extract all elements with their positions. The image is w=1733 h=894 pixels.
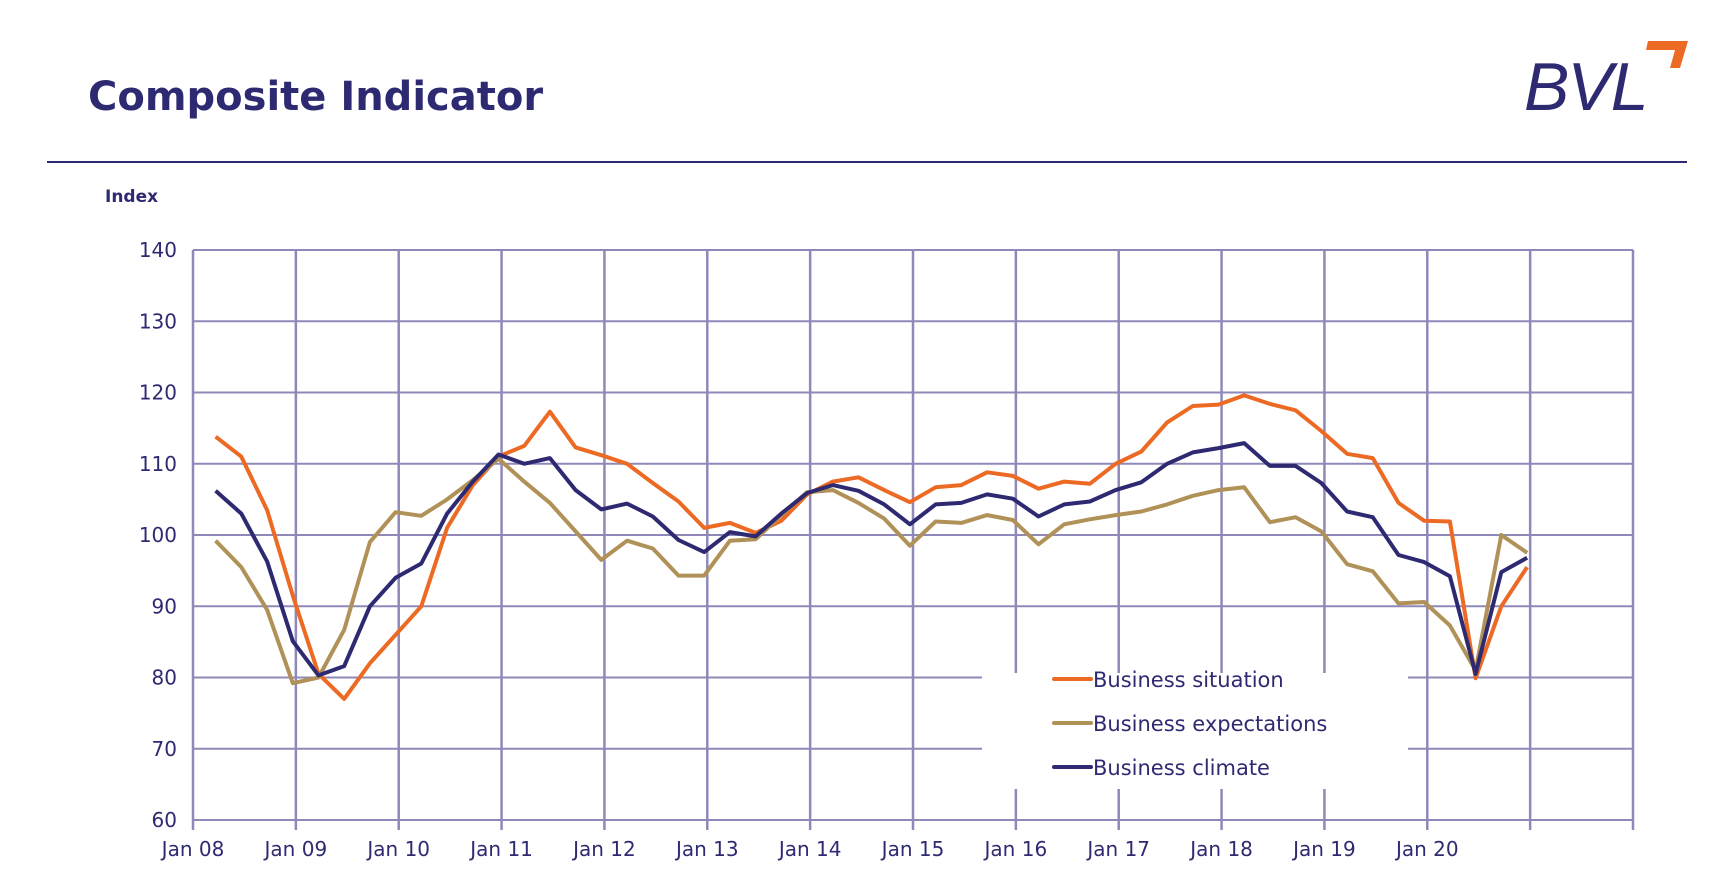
x-tick-label: Jan 16 (983, 837, 1048, 861)
y-tick-label: 70 (152, 737, 177, 761)
page-title: Composite Indicator (88, 74, 544, 120)
y-tick-label: 100 (139, 523, 177, 547)
legend-label: Business situation (1093, 668, 1284, 692)
series-line-business-expectations (214, 456, 1529, 686)
x-tick-label: Jan 09 (263, 837, 328, 861)
x-tick-label: Jan 13 (674, 837, 739, 861)
x-tick-label: Jan 18 (1188, 837, 1253, 861)
x-tick-label: Jan 20 (1394, 837, 1459, 861)
x-tick-label: Jan 17 (1085, 837, 1150, 861)
y-tick-label: 60 (152, 808, 177, 832)
legend-box (982, 673, 1408, 789)
x-tick-label: Jan 19 (1291, 837, 1356, 861)
series-line-business-climate (214, 441, 1529, 678)
x-tick-label: Jan 12 (571, 837, 636, 861)
y-tick-label: 120 (139, 381, 177, 405)
x-tick-label: Jan 11 (468, 837, 533, 861)
y-tick-label: 140 (139, 238, 177, 262)
x-tick-label: Jan 10 (365, 837, 430, 861)
x-tick-label: Jan 08 (160, 837, 225, 861)
legend-label: Business climate (1093, 756, 1270, 780)
bvl-logo: BVL (1520, 38, 1690, 125)
x-tick-label: Jan 14 (777, 837, 842, 861)
y-tick-label: 80 (152, 666, 177, 690)
y-axis-label: Index (105, 187, 159, 207)
svg-text:BVL: BVL (1524, 49, 1647, 118)
header-divider (47, 161, 1687, 163)
y-tick-label: 130 (139, 309, 177, 333)
x-tick-label: Jan 15 (880, 837, 945, 861)
legend-label: Business expectations (1093, 712, 1327, 736)
y-tick-label: 90 (152, 594, 177, 618)
y-tick-label: 110 (139, 452, 177, 476)
series-line-business-situation (214, 393, 1529, 701)
